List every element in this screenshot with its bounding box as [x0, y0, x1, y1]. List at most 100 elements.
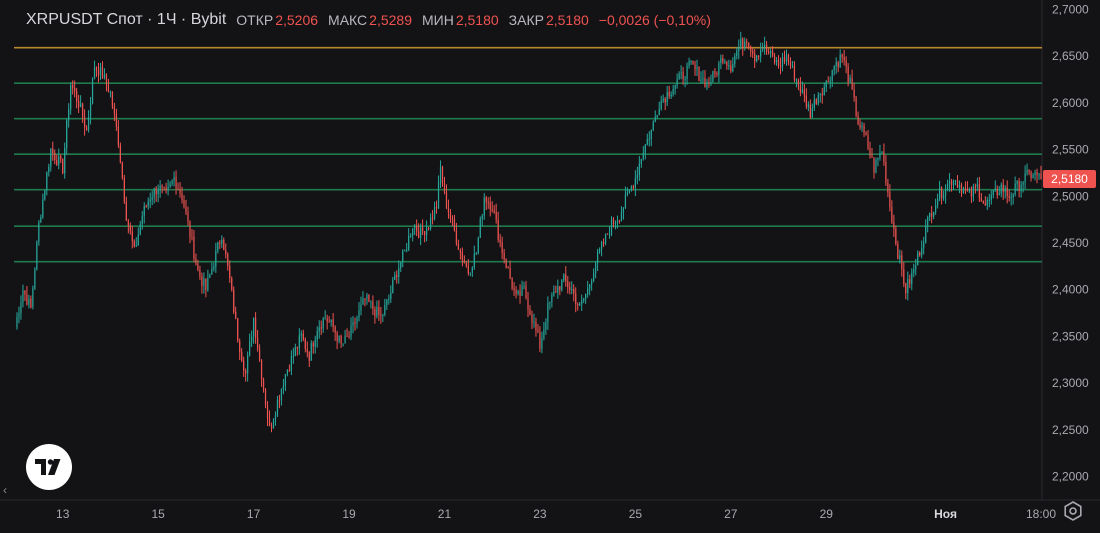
- candle-body: [809, 104, 811, 118]
- candle-body: [525, 285, 527, 298]
- candle-body: [632, 186, 635, 189]
- candle-body: [143, 205, 145, 216]
- x-tick-label: 21: [438, 507, 452, 521]
- candle-body: [734, 56, 736, 64]
- candle-body: [1018, 181, 1020, 192]
- candle-body: [111, 92, 114, 107]
- candle-body: [744, 41, 746, 48]
- candle-body: [1026, 170, 1028, 174]
- candle-body: [402, 250, 404, 263]
- candle-body: [406, 249, 408, 251]
- candle-body: [60, 156, 62, 159]
- candle-body: [274, 415, 277, 421]
- chevron-left-icon[interactable]: ‹: [3, 483, 7, 497]
- candle-body: [960, 184, 963, 194]
- candle-body: [714, 71, 716, 74]
- candle-body: [390, 292, 392, 300]
- candle-body: [350, 325, 352, 337]
- tradingview-logo-glyph: [35, 459, 61, 475]
- candle-body: [382, 314, 384, 316]
- candle-body: [225, 249, 227, 255]
- candle-body: [181, 193, 183, 200]
- candle-body: [93, 67, 96, 79]
- candle-body: [445, 191, 448, 208]
- candle-body: [113, 106, 116, 114]
- candle-body: [730, 65, 732, 72]
- x-tick-label: Ноя: [934, 507, 957, 521]
- candle-body: [280, 389, 283, 401]
- y-tick-label: 2,6000: [1052, 96, 1089, 110]
- candle-body: [209, 274, 211, 278]
- x-tick-label: 29: [820, 507, 834, 521]
- y-tick-label: 2,5000: [1052, 189, 1089, 203]
- candle-body: [513, 288, 515, 291]
- candle-body: [636, 175, 638, 179]
- candle-body: [177, 188, 179, 190]
- candle-body: [575, 293, 577, 304]
- close-label: ЗАКР: [508, 12, 544, 28]
- candle-body: [559, 286, 561, 290]
- candle-body: [569, 287, 571, 290]
- candle-body: [764, 44, 766, 50]
- candle-body: [821, 93, 823, 96]
- candle-body: [22, 290, 24, 303]
- candle-body: [223, 239, 225, 250]
- candle-body: [167, 186, 169, 191]
- candle-body: [199, 269, 201, 277]
- x-tick-label: 18:00: [1026, 507, 1056, 521]
- candle-body: [722, 58, 724, 63]
- candle-body: [891, 207, 893, 223]
- candle-body: [875, 159, 877, 173]
- candle-body: [936, 198, 939, 206]
- candle-body: [179, 189, 181, 194]
- candle-body: [577, 303, 579, 306]
- candle-body: [835, 62, 837, 67]
- candle-body: [368, 294, 370, 302]
- candle-body: [608, 234, 611, 236]
- candle-body: [994, 188, 996, 191]
- candle-body: [539, 332, 541, 349]
- candle-body: [660, 100, 662, 110]
- candle-body: [877, 157, 879, 160]
- candle-body: [944, 190, 947, 196]
- candle-body: [700, 79, 702, 82]
- change-value: −0,0026 (−0,10%): [598, 12, 711, 28]
- tradingview-logo-icon[interactable]: [26, 444, 72, 490]
- candle-body: [358, 310, 360, 318]
- candle-body: [16, 316, 18, 328]
- candle-body: [843, 57, 845, 61]
- candle-body: [443, 183, 446, 192]
- candle-body: [1014, 183, 1016, 195]
- candle-body: [972, 186, 975, 197]
- candle-body: [940, 187, 943, 198]
- candle-body: [801, 89, 804, 93]
- candle-body: [509, 267, 511, 279]
- candle-body: [785, 54, 788, 62]
- candle-body: [268, 418, 271, 427]
- candle-body: [823, 87, 825, 96]
- candle-body: [141, 215, 143, 225]
- candle-body: [829, 80, 831, 82]
- candle-body: [42, 199, 44, 218]
- candle-body: [585, 294, 587, 299]
- settings-icon[interactable]: [1062, 500, 1084, 522]
- symbol-title[interactable]: XRPUSDT Спот · 1Ч · Bybit: [26, 11, 227, 28]
- candle-body: [193, 237, 195, 259]
- candle-body: [517, 290, 519, 295]
- high-label: МАКС: [328, 12, 368, 28]
- candle-body: [581, 300, 583, 305]
- candle-body: [463, 260, 465, 263]
- candle-body: [958, 184, 961, 188]
- candle-body: [712, 71, 714, 83]
- candle-body: [340, 335, 342, 344]
- candle-body: [344, 335, 346, 344]
- high-value: 2,5289: [369, 12, 412, 28]
- candle-body: [316, 331, 318, 340]
- candle-body: [425, 228, 428, 236]
- candle-body: [938, 187, 941, 199]
- candle-body: [827, 81, 829, 83]
- low-label: МИН: [421, 12, 454, 28]
- candle-body: [604, 233, 607, 244]
